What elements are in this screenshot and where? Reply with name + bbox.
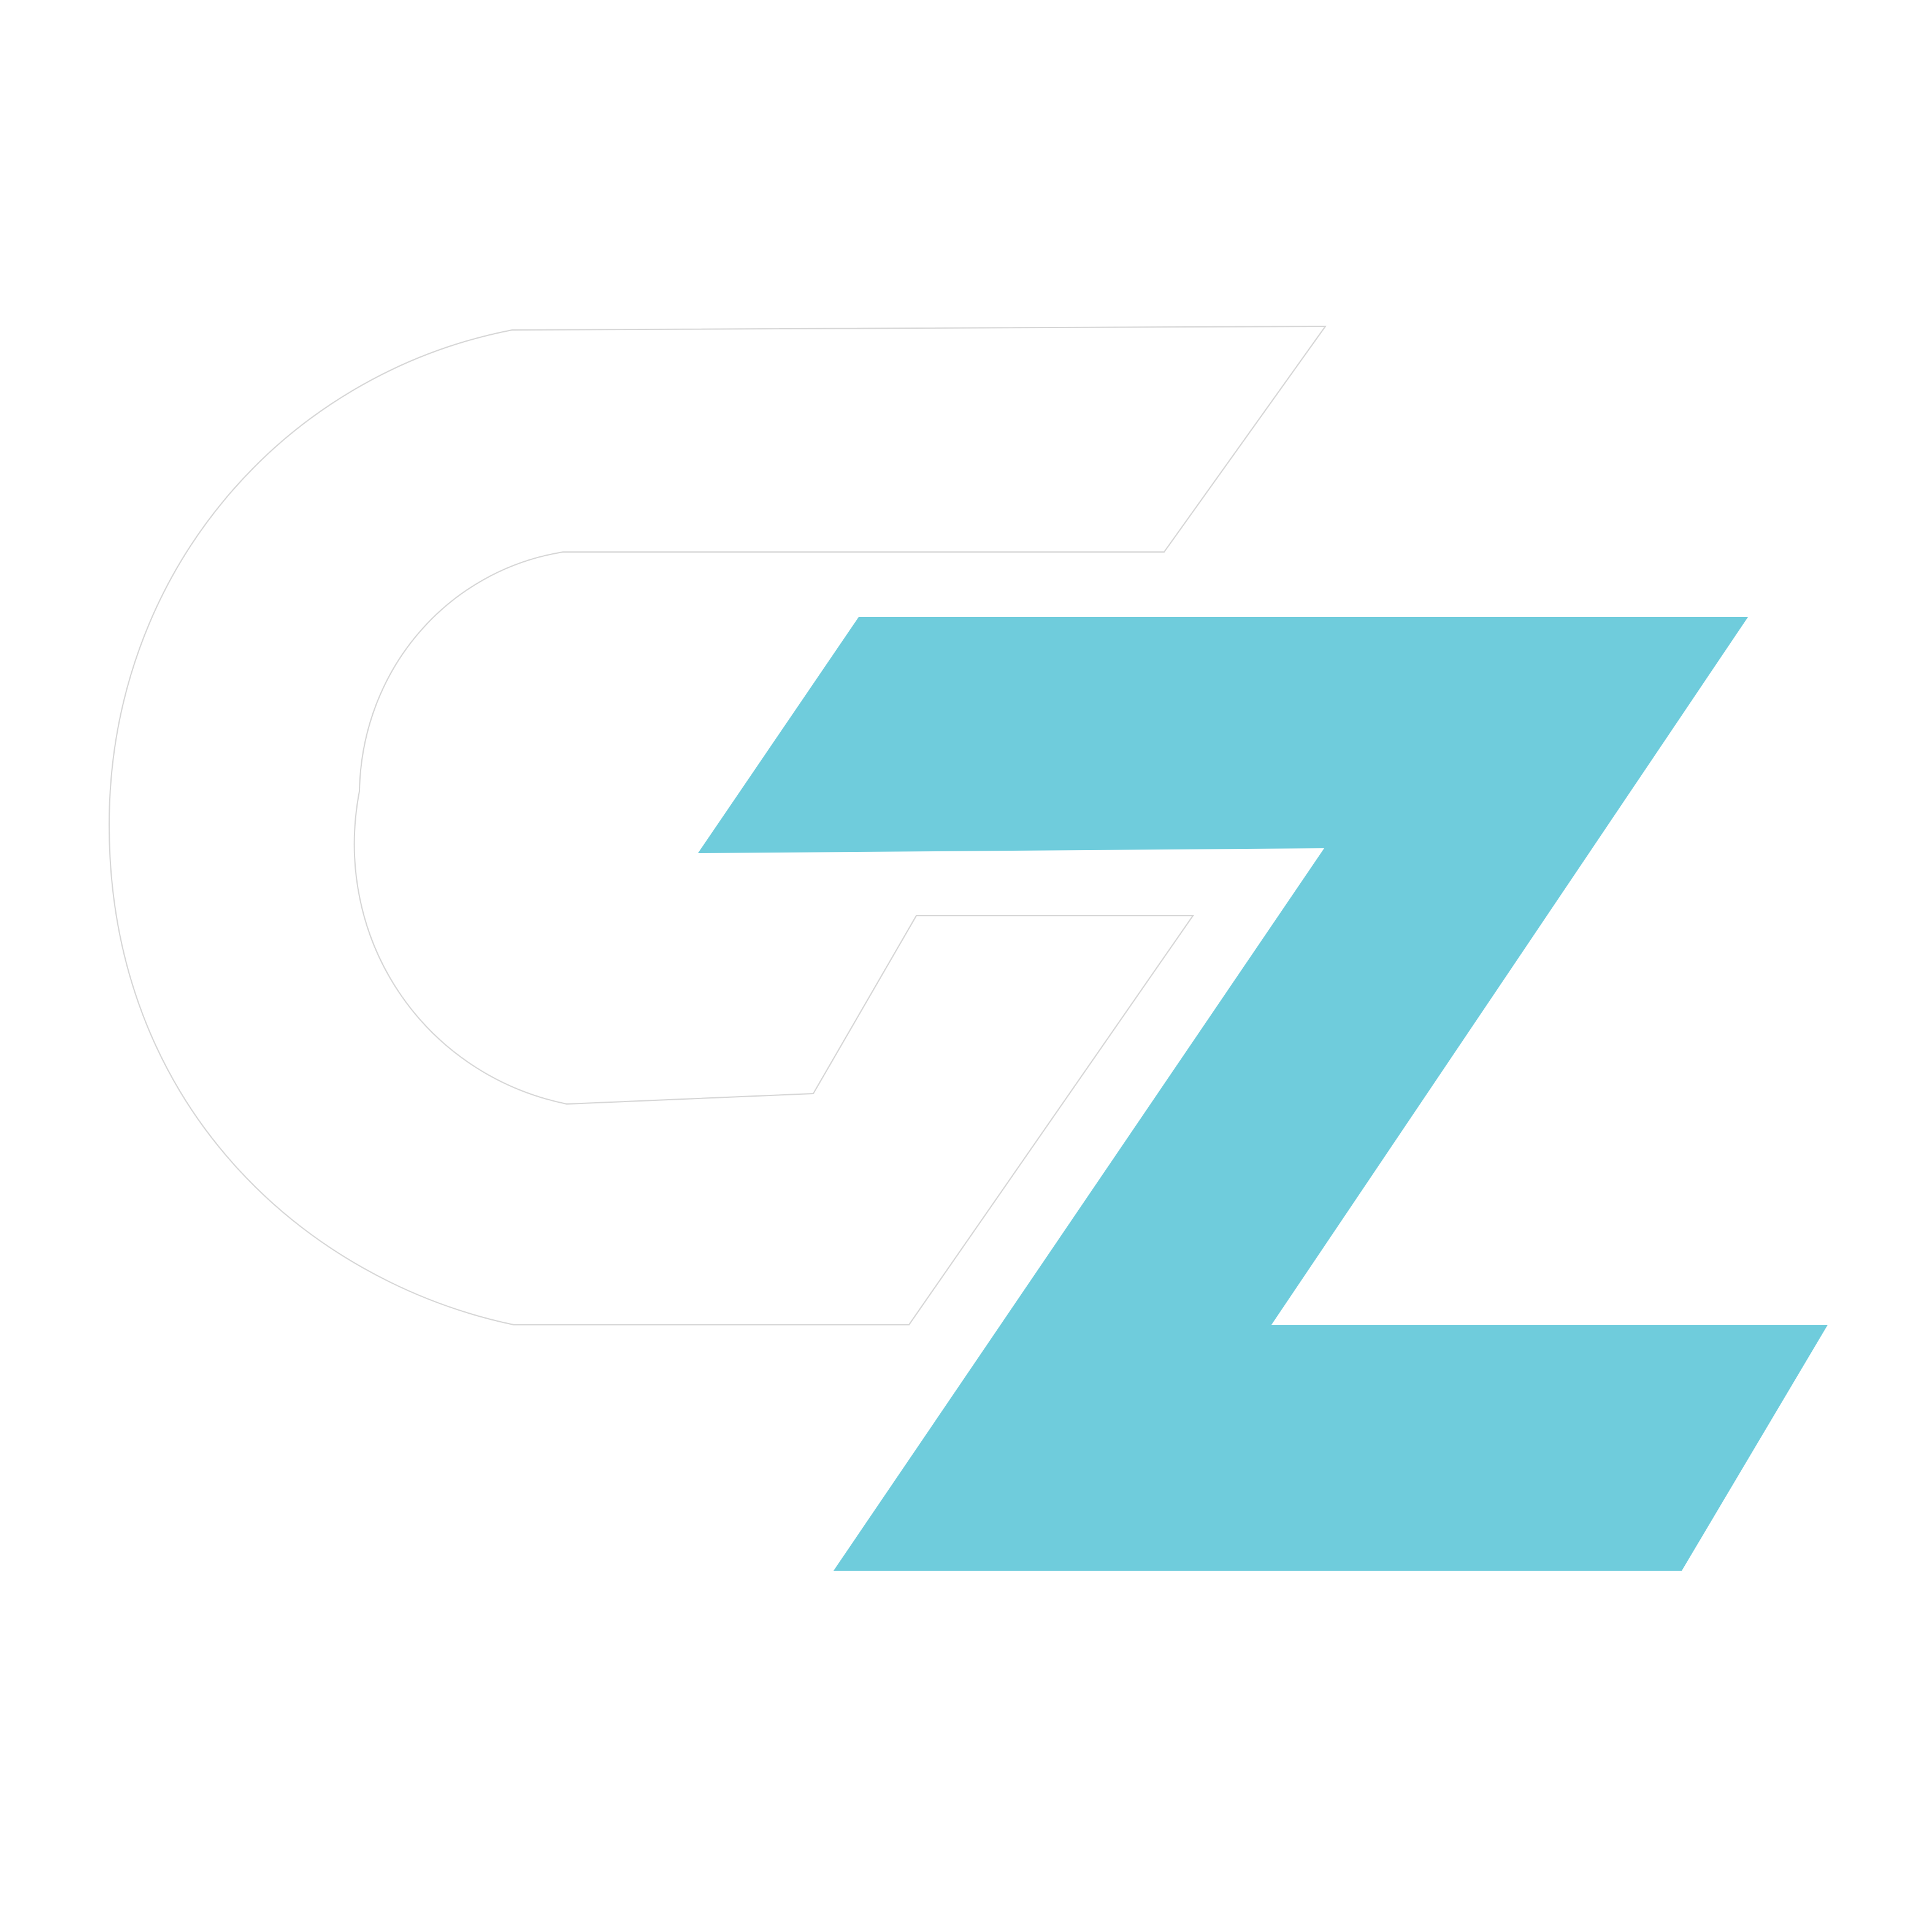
z-letter-icon [698,617,1828,1571]
g-letter-outline-icon [108,325,1327,1325]
